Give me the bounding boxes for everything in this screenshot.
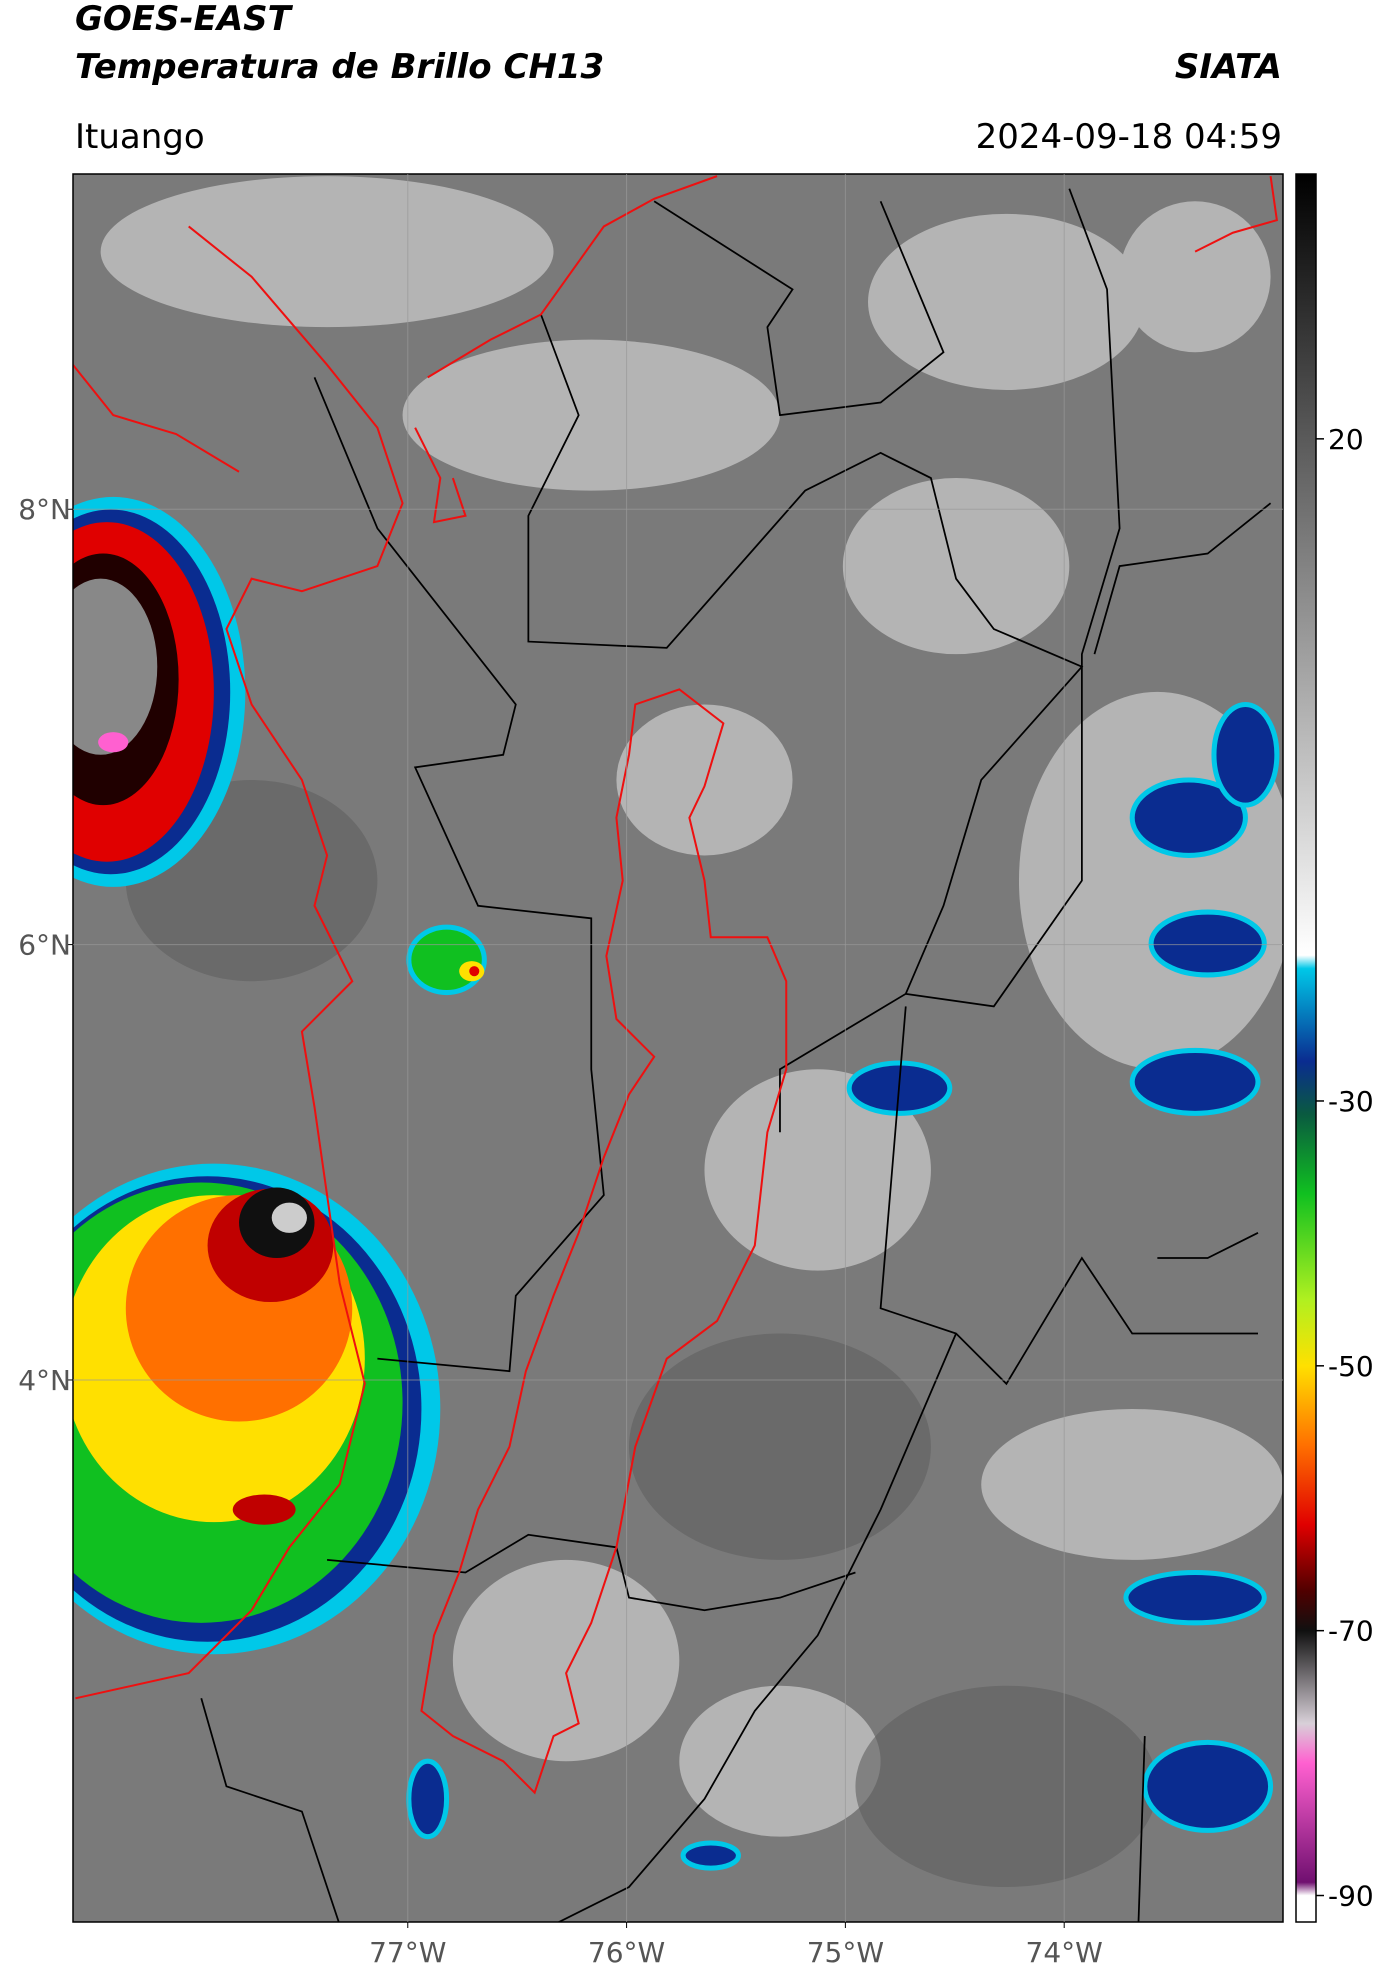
lat-label: 6°N bbox=[18, 929, 71, 962]
location: Ituango bbox=[75, 117, 205, 157]
colorbar bbox=[1295, 173, 1317, 1923]
colorbar-label: -30 bbox=[1328, 1085, 1374, 1118]
colorbar-label: -70 bbox=[1328, 1615, 1374, 1648]
lon-label: 74°W bbox=[1026, 1936, 1103, 1969]
lon-label: 77°W bbox=[369, 1936, 446, 1969]
lon-label: 76°W bbox=[588, 1936, 665, 1969]
timestamp: 2024-09-18 04:59 bbox=[976, 117, 1282, 157]
colorbar-label: -90 bbox=[1328, 1880, 1374, 1913]
brand: SIATA bbox=[1175, 47, 1282, 87]
map bbox=[73, 174, 1283, 1922]
colorbar-label: -50 bbox=[1328, 1350, 1374, 1383]
colorbar-label: 20 bbox=[1328, 423, 1364, 456]
lat-label: 8°N bbox=[18, 493, 71, 526]
title: GOES-EAST bbox=[75, 0, 294, 39]
subtitle: Temperatura de Brillo CH13 bbox=[75, 47, 604, 87]
lon-label: 75°W bbox=[807, 1936, 884, 1969]
map-frame bbox=[72, 173, 1284, 1923]
lat-label: 4°N bbox=[18, 1364, 71, 1397]
